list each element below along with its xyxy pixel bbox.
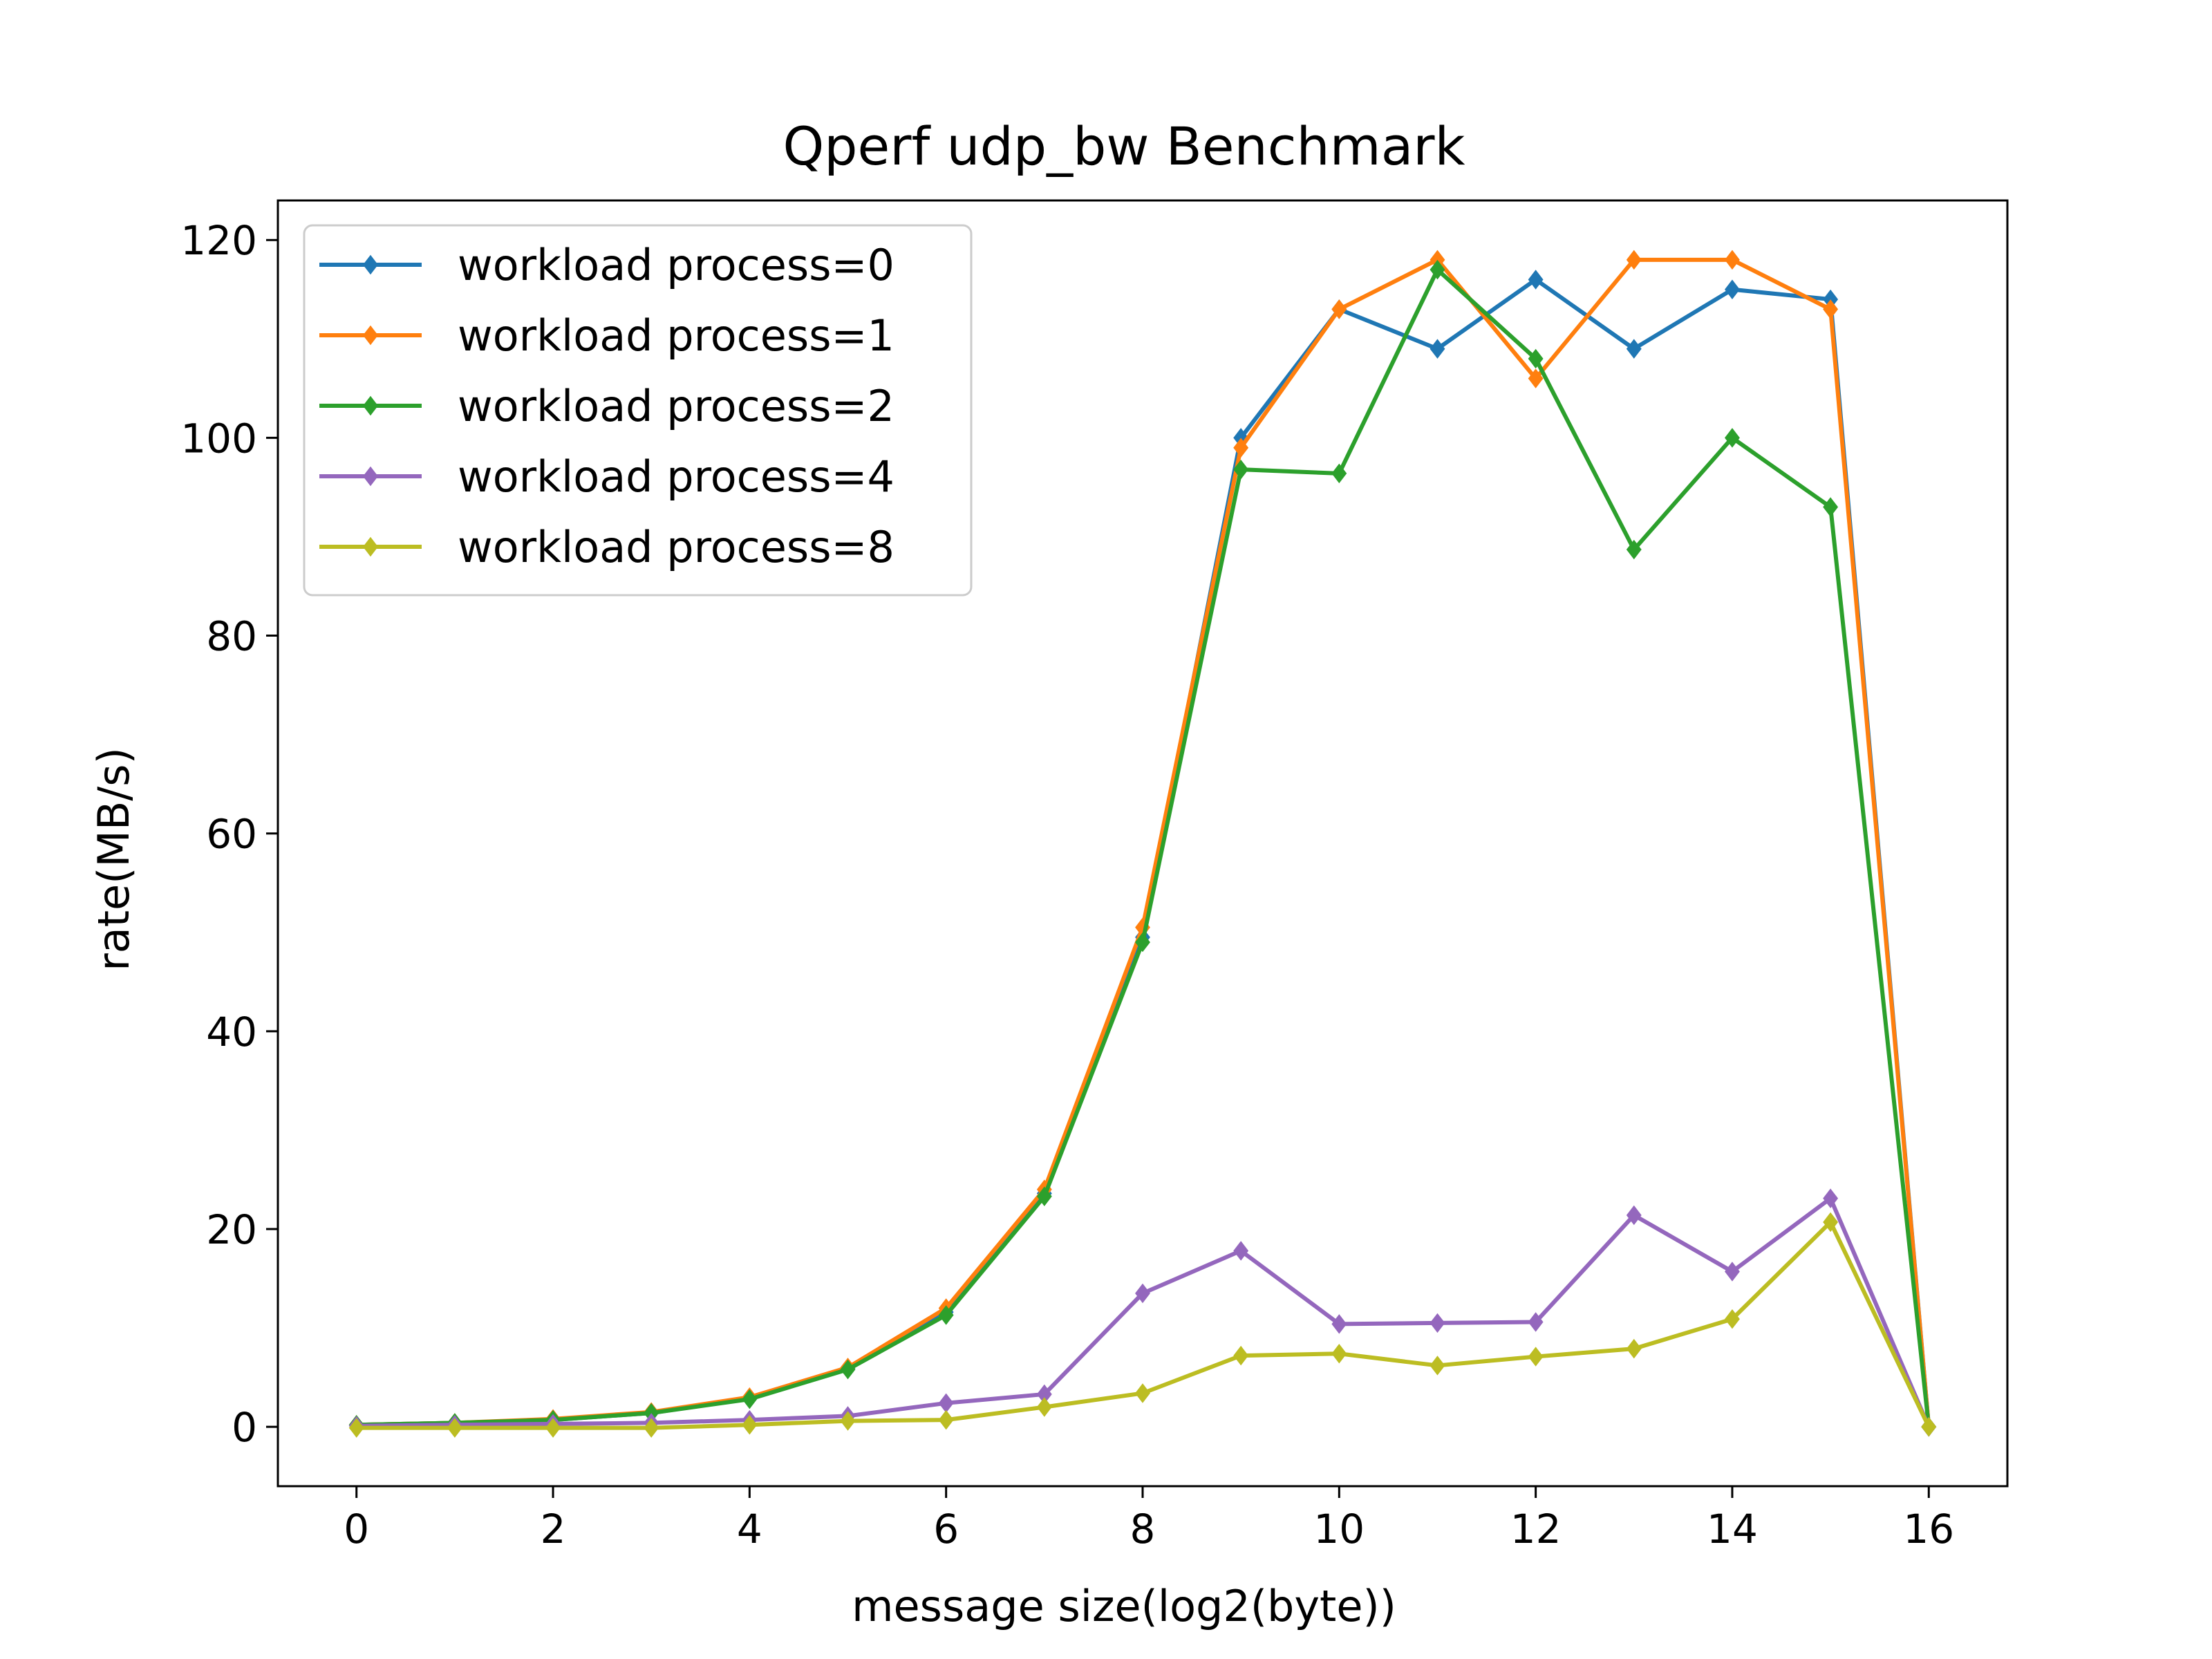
x-tick-label: 10 [1313,1506,1365,1553]
data-point [1725,428,1740,448]
y-tick-label: 80 [206,613,257,660]
y-tick-label: 60 [206,811,257,858]
data-point [1430,1313,1445,1333]
data-point [1921,1416,1937,1437]
x-tick-label: 14 [1707,1506,1758,1553]
y-axis-label: rate(MB/s) [88,747,139,971]
data-point [1135,1283,1150,1304]
legend-item: workload process=2 [319,381,894,431]
legend-marker [363,254,378,275]
legend-label: workload process=2 [458,381,894,431]
x-tick-label: 2 [541,1506,566,1553]
data-point [1135,932,1150,953]
x-tick-label: 8 [1130,1506,1156,1553]
data-point [1233,459,1249,480]
data-point [1626,1338,1642,1359]
data-point [1528,1312,1544,1332]
legend-item: workload process=0 [319,240,894,290]
data-point [1331,1344,1347,1364]
y-tick-label: 20 [206,1206,257,1253]
x-tick-label: 0 [344,1506,369,1553]
y-tick-label: 40 [206,1009,257,1056]
data-point [1430,259,1445,280]
series-layer [348,250,1937,1438]
data-point [1626,1205,1642,1226]
data-point [1725,1262,1740,1282]
data-point [1331,463,1347,484]
x-axis: 0 2 4 6 8 10 12 14 16 [344,1486,1954,1553]
data-point [1823,497,1839,517]
data-point [348,1418,364,1438]
data-point [1528,348,1544,369]
legend-marker [363,466,378,487]
x-tick-label: 16 [1903,1506,1954,1553]
legend-item: workload process=4 [319,451,894,502]
legend-marker [363,536,378,557]
legend-item: workload process=8 [319,522,894,572]
series-4 [348,1212,1937,1438]
data-point [1135,1383,1150,1403]
data-point [545,1418,561,1438]
legend-marker [363,325,378,346]
data-point [1036,1186,1052,1207]
data-point [1823,1188,1839,1208]
data-point [840,1411,856,1431]
data-point [1036,1397,1052,1417]
data-point [1331,299,1347,319]
data-point [1528,1347,1544,1367]
legend-item: workload process=1 [319,310,894,361]
x-axis-label: message size(log2(byte)) [852,1581,1396,1631]
x-tick-label: 12 [1510,1506,1562,1553]
data-point [938,1409,954,1430]
legend-label: workload process=0 [458,240,894,290]
data-point [447,1418,462,1438]
x-tick-label: 6 [933,1506,959,1553]
data-point [840,1359,856,1380]
legend-label: workload process=4 [458,451,894,502]
y-axis: 0 20 40 60 80 100 120 [180,217,278,1451]
y-tick-label: 100 [180,415,257,462]
y-tick-label: 0 [232,1404,257,1451]
data-point [1626,539,1642,560]
chart-title: Qperf udp_bw Benchmark [782,115,1465,177]
data-point [644,1418,659,1438]
data-point [938,1305,954,1325]
y-tick-label: 120 [180,217,257,264]
legend-marker [363,395,378,416]
data-point [1528,368,1544,388]
data-point [1233,1345,1249,1366]
data-point [1430,1356,1445,1376]
data-point [1823,299,1839,319]
data-point [742,1389,758,1409]
legend-label: workload process=1 [458,310,894,361]
legend: workload process=0 workload process=1 work… [303,224,973,597]
data-point [1331,1314,1347,1334]
data-point [1626,250,1642,270]
data-point [742,1415,758,1435]
legend-box [303,224,973,597]
data-point [1233,438,1249,458]
data-point [1725,1309,1740,1329]
data-point [1725,279,1740,299]
data-point [1626,339,1642,359]
data-point [1528,270,1544,290]
data-point [1725,250,1740,270]
data-point [1233,1241,1249,1261]
legend-label: workload process=8 [458,522,894,572]
data-point [1430,339,1445,359]
x-tick-label: 4 [737,1506,762,1553]
data-point [1823,1212,1839,1232]
